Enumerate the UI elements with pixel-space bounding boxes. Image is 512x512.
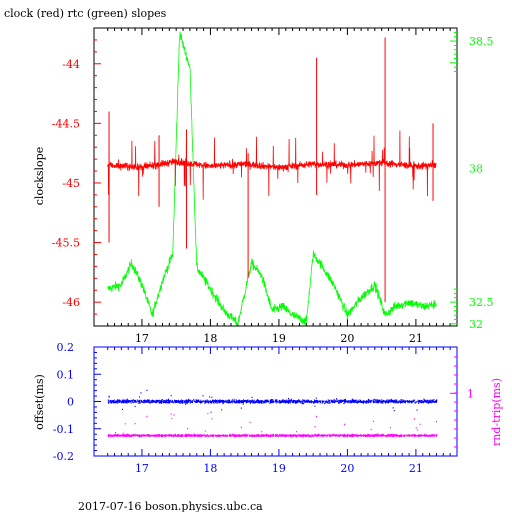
y2-tick-label: 32.5: [469, 296, 494, 309]
y-tick-label: 0.2: [57, 341, 75, 354]
y2-axis-label-rndtrip: rnd-trip(ms): [490, 378, 503, 446]
y-tick-label: -44: [62, 58, 80, 71]
top-ticks: [94, 28, 457, 326]
y2-tick-label: 38: [469, 163, 483, 176]
series-rtc-line: [107, 31, 437, 326]
y2-tick-label: 32: [469, 318, 483, 331]
x-tick-label: 17: [135, 332, 149, 345]
series-offset-points: [107, 389, 438, 413]
top-series-group: [107, 31, 437, 326]
top-tick-labels: 17 18 19 20 21 -44 -44.5 -45 -45.5 -46 38.5 38 32.5 3…: [52, 35, 494, 345]
y-tick-label: -44.5: [52, 117, 80, 130]
series-clock-line: [107, 130, 437, 200]
bottom-series-group: [107, 389, 438, 438]
y2-tick-label: 38.5: [469, 35, 494, 48]
bottom-tick-labels: 17 18 19 20 21 0.2 0.1 0 -0.1 -0.2 1: [53, 341, 474, 475]
y-tick-label: -0.2: [53, 450, 74, 463]
x-tick-label: 21: [409, 462, 423, 475]
y2-tick-label: 1: [467, 387, 474, 400]
x-tick-label: 19: [272, 332, 286, 345]
x-tick-label: 21: [409, 332, 423, 345]
x-tick-label: 19: [272, 462, 286, 475]
x-tick-label: 18: [203, 332, 217, 345]
y-axis-label-clockslope: clockslope: [33, 147, 46, 205]
y-tick-label: 0.1: [57, 368, 75, 381]
x-tick-label: 18: [203, 462, 217, 475]
y-axis-label-offset: offset(ms): [33, 374, 46, 430]
y-tick-label: 0: [67, 396, 74, 409]
y-tick-label: -46: [62, 296, 80, 309]
y-tick-label: -0.1: [53, 423, 74, 436]
top-plot-frame: [93, 27, 458, 327]
chart-title: clock (red) rtc (green) slopes: [4, 7, 167, 20]
bottom-ticks: [94, 346, 457, 457]
x-tick-label: 17: [135, 462, 149, 475]
y-tick-label: -45: [62, 177, 80, 190]
x-tick-label: 20: [340, 462, 354, 475]
footer-text: 2017-07-16 boson.physics.ubc.ca: [78, 500, 263, 512]
y-tick-label: -45.5: [52, 237, 80, 250]
series-rndtrip-points: [107, 412, 438, 438]
x-tick-label: 20: [340, 332, 354, 345]
